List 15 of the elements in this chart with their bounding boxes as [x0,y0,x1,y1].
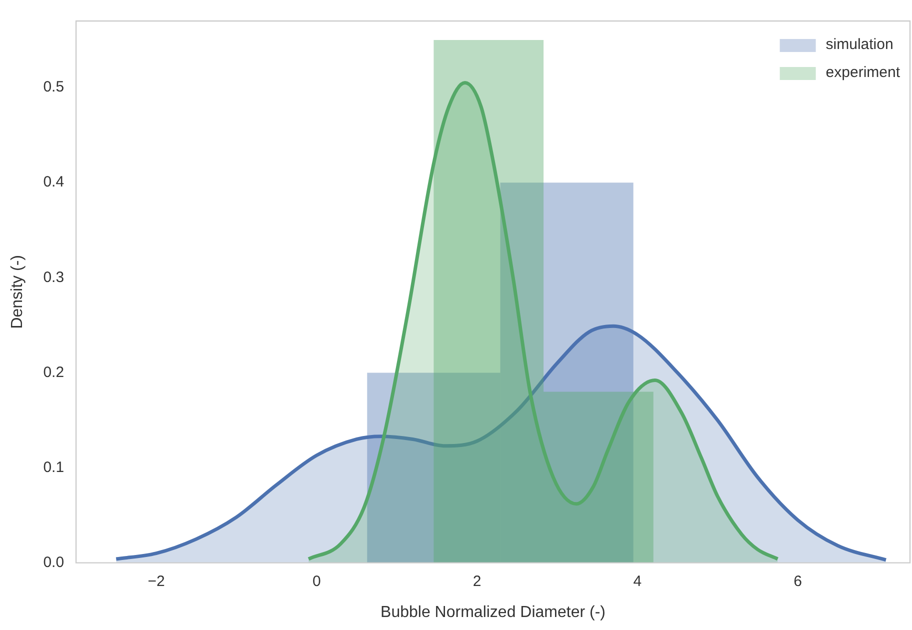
y-tick-label: 0.2 [43,364,64,381]
legend-label: experiment [826,64,901,82]
x-tick-label: 0 [312,572,321,590]
x-tick-label: 6 [794,572,802,590]
y-tick-label: 0.5 [43,78,64,96]
x-tick-label: 4 [633,572,642,590]
legend-label: simulation [826,36,894,54]
y-tick-label: 0.1 [43,458,64,476]
y-axis-title: Density (-) [9,255,26,329]
x-axis-title: Bubble Normalized Diameter (-) [380,604,606,621]
x-tick-label: 2 [472,572,482,590]
x-tick-label: −2 [148,572,165,590]
y-tick-label: 0.3 [43,268,64,286]
y-tick-label: 0.4 [43,174,64,191]
y-tick-label: 0.0 [43,554,64,571]
